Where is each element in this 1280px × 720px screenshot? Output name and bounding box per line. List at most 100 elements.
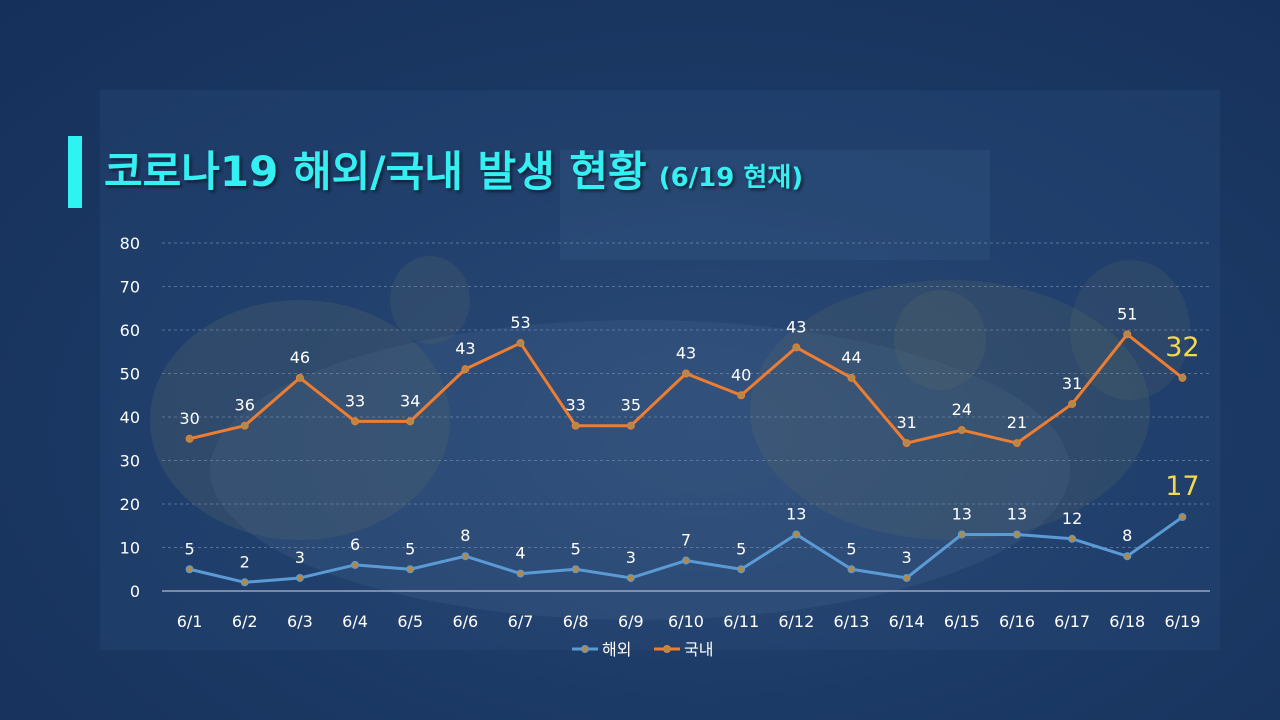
y-tick-label: 40: [120, 408, 140, 427]
data-label: 21: [1007, 413, 1027, 432]
y-tick-label: 10: [120, 539, 140, 558]
y-tick-label: 50: [120, 365, 140, 384]
data-point: [957, 426, 966, 435]
data-label: 3: [295, 548, 305, 567]
data-label: 4: [515, 544, 525, 563]
data-label: 31: [896, 413, 916, 432]
x-tick-label: 6/17: [1054, 612, 1090, 631]
data-label: 6: [350, 535, 360, 554]
x-tick-label: 6/12: [778, 612, 814, 631]
data-point: [406, 565, 415, 574]
data-label: 53: [510, 313, 530, 332]
data-point: [1178, 513, 1187, 522]
title-accent-bar: [68, 136, 82, 208]
x-tick-label: 6/16: [999, 612, 1035, 631]
data-point: [1123, 552, 1132, 561]
data-point: [682, 369, 690, 378]
data-point: [461, 365, 470, 374]
data-label: 5: [571, 539, 581, 558]
data-point: [1178, 373, 1187, 382]
data-label: 43: [455, 339, 475, 358]
data-label: 3: [902, 548, 912, 567]
data-label: 43: [676, 344, 696, 363]
x-tick-label: 6/15: [944, 612, 980, 631]
data-label: 3: [626, 548, 636, 567]
y-tick-label: 30: [120, 452, 140, 471]
data-label: 13: [952, 504, 972, 523]
data-point: [847, 565, 856, 574]
data-point: [351, 417, 360, 426]
data-point: [682, 556, 690, 565]
data-label: 5: [846, 539, 856, 558]
data-point: [295, 373, 304, 382]
y-tick-label: 60: [120, 321, 140, 340]
data-label: 35: [621, 396, 641, 415]
legend-marker: [581, 645, 589, 653]
x-tick-label: 6/4: [342, 612, 368, 631]
data-label: 34: [400, 391, 420, 410]
data-label: 46: [290, 348, 310, 367]
x-tick-label: 6/1: [177, 612, 203, 631]
data-label: 5: [405, 539, 415, 558]
data-point: [1123, 330, 1132, 339]
x-tick-label: 6/11: [723, 612, 759, 631]
data-point: [516, 339, 525, 348]
data-label: 13: [786, 504, 806, 523]
data-label: 44: [841, 348, 861, 367]
data-label: 24: [952, 400, 972, 419]
data-label: 8: [460, 526, 470, 545]
page-title: 코로나19 해외/국내 발생 현황 (6/19 현재): [104, 136, 803, 208]
data-point: [185, 565, 194, 574]
data-point: [957, 530, 966, 539]
data-label: 31: [1062, 374, 1082, 393]
data-point: [461, 552, 470, 561]
data-point: [571, 565, 580, 574]
data-point: [847, 373, 856, 382]
data-point: [240, 578, 249, 587]
data-point: [1068, 534, 1077, 543]
data-point: [240, 421, 249, 430]
page-title-date: (6/19 현재): [658, 163, 804, 193]
legend-label: 국내: [684, 640, 713, 659]
x-tick-label: 6/5: [397, 612, 423, 631]
y-tick-label: 0: [130, 582, 140, 601]
legend-label: 해외: [602, 640, 631, 659]
data-label: 13: [1007, 504, 1027, 523]
data-point: [1012, 530, 1021, 539]
data-point: [406, 417, 415, 426]
y-tick-label: 20: [120, 495, 140, 514]
data-label: 36: [235, 396, 255, 415]
page-title-text: 코로나19 해외/국내 발생 현황: [104, 147, 647, 196]
legend-marker: [663, 645, 671, 653]
data-label: 17: [1165, 471, 1199, 502]
y-tick-label: 80: [120, 234, 140, 253]
x-tick-label: 6/10: [668, 612, 704, 631]
x-tick-label: 6/7: [508, 612, 534, 631]
data-point: [1012, 439, 1021, 448]
data-point: [792, 530, 801, 539]
data-point: [737, 565, 746, 574]
x-tick-label: 6/2: [232, 612, 258, 631]
data-point: [902, 439, 911, 448]
data-label: 40: [731, 365, 751, 384]
data-point: [185, 434, 194, 443]
data-label: 33: [566, 396, 586, 415]
data-point: [295, 573, 304, 582]
x-tick-label: 6/18: [1109, 612, 1145, 631]
y-tick-label: 70: [120, 278, 140, 297]
data-label: 43: [786, 317, 806, 336]
series-line-overseas: [189, 515, 1184, 584]
data-point: [626, 421, 635, 430]
data-label: 2: [240, 552, 250, 571]
x-tick-label: 6/14: [889, 612, 925, 631]
data-point: [792, 343, 801, 352]
data-point: [571, 421, 580, 430]
data-point: [626, 573, 635, 582]
x-tick-label: 6/6: [452, 612, 478, 631]
data-label: 32: [1165, 332, 1199, 363]
data-label: 12: [1062, 509, 1082, 528]
x-tick-label: 6/9: [618, 612, 644, 631]
